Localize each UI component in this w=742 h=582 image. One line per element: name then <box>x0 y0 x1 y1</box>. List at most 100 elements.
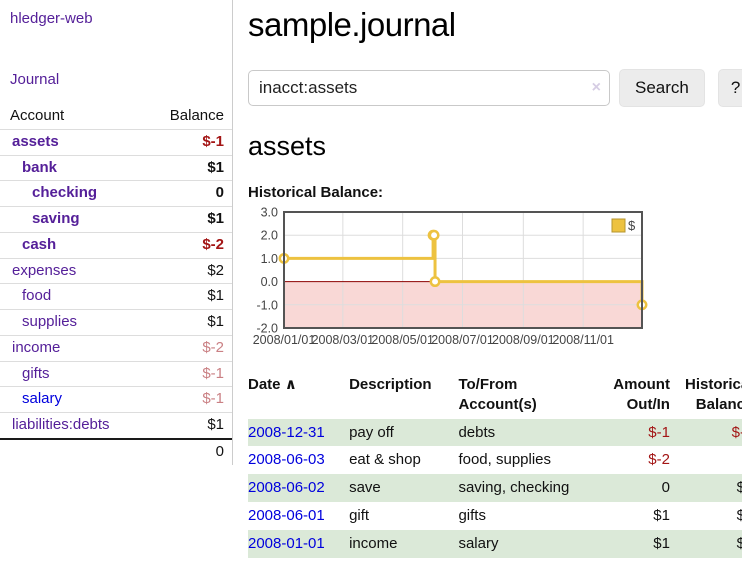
register-row: 2008-06-03 eat & shop food, supplies $-20 <box>248 446 742 474</box>
svg-text:2008/01/01: 2008/01/01 <box>253 333 316 347</box>
svg-text:2008/11/01: 2008/11/01 <box>552 333 614 347</box>
transaction-date-link[interactable]: 2008-06-02 <box>248 479 325 497</box>
balance-cell: 0 <box>670 446 742 474</box>
page-title: sample.journal <box>248 6 456 43</box>
svg-text:1.0: 1.0 <box>261 252 278 266</box>
balance-cell: $1 <box>736 534 742 552</box>
accounts-header-account: Account <box>10 107 65 124</box>
account-balance: 0 <box>215 184 224 202</box>
accounts-cell: food, supplies <box>458 451 552 469</box>
account-link-gifts[interactable]: gifts <box>22 364 50 382</box>
account-balance: $-1 <box>202 132 224 150</box>
account-link-expenses[interactable]: expenses <box>12 261 77 279</box>
account-balance: $1 <box>207 416 224 433</box>
account-row: saving $1 <box>0 206 232 232</box>
account-balance: $1 <box>207 158 224 176</box>
accounts-header-balance: Balance <box>169 107 224 124</box>
accounts-table: Account Balance assets $-1 bank $1 checking 0… <box>0 104 232 465</box>
account-link-saving[interactable]: saving <box>32 210 80 227</box>
description-cell: eat & shop <box>349 451 421 469</box>
account-link-bank[interactable]: bank <box>22 158 58 176</box>
column-header-amount: Amount Out/In <box>613 376 670 413</box>
register-header-row: Date ∧ Description To/From Account(s) Am… <box>248 371 742 419</box>
account-balance: $1 <box>207 287 224 305</box>
amount-cell: 0 <box>661 479 670 497</box>
account-balance: $-1 <box>202 364 224 382</box>
accounts-cell: debts <box>458 423 496 441</box>
svg-text:0.0: 0.0 <box>261 275 278 289</box>
svg-text:-2.0: -2.0 <box>256 322 278 336</box>
account-row: checking 0 <box>0 180 232 206</box>
amount-cell: $1 <box>653 534 670 552</box>
account-link-liabilities-debts[interactable]: liabilities:debts <box>12 416 110 433</box>
account-row: supplies $1 <box>0 309 232 335</box>
accounts-cell: salary <box>458 534 499 552</box>
account-row: food $1 <box>0 283 232 309</box>
account-link-assets[interactable]: assets <box>12 132 59 150</box>
transaction-date-link[interactable]: 2008-06-03 <box>248 451 325 469</box>
description-cell: gift <box>349 506 370 524</box>
svg-text:2.0: 2.0 <box>261 229 278 243</box>
balance-cell: $-1 <box>731 423 742 441</box>
account-link-supplies[interactable]: supplies <box>22 313 78 330</box>
svg-text:3.0: 3.0 <box>261 207 278 220</box>
description-cell: pay off <box>349 423 394 441</box>
account-row: salary $-1 <box>0 386 232 412</box>
account-link-food[interactable]: food <box>22 287 52 305</box>
account-balance: $1 <box>207 210 224 227</box>
account-link-checking[interactable]: checking <box>32 184 98 202</box>
legend-label: $ <box>628 218 636 233</box>
description-cell: income <box>349 534 398 552</box>
svg-text:2008/09/01: 2008/09/01 <box>492 333 555 347</box>
amount-cell: $-2 <box>648 451 670 469</box>
clear-search-icon[interactable]: × <box>591 79 601 96</box>
svg-text:2008/05/01: 2008/05/01 <box>371 333 434 347</box>
svg-text:-1.0: -1.0 <box>256 298 278 312</box>
account-row: liabilities:debts $1 <box>0 412 232 438</box>
account-link-salary[interactable]: salary <box>22 390 63 408</box>
account-row: assets $-1 <box>0 128 232 155</box>
chart-canvas: 3.0 2.0 1.0 0.0 -1.0 -2.02008/01/012008/03/01… <box>253 206 648 347</box>
account-row: cash $-2 <box>0 231 232 258</box>
accounts-table-header: Account Balance <box>0 104 232 129</box>
account-row: gifts $-1 <box>0 360 232 387</box>
transaction-date-link[interactable]: 2008-06-01 <box>248 506 325 524</box>
svg-text:2008/07/01: 2008/07/01 <box>431 333 494 347</box>
accounts-total-row: 0 <box>0 437 232 465</box>
register-row: 2008-06-01 gift gifts $1 $2 <box>248 502 742 530</box>
amount-cell: $-1 <box>648 423 670 441</box>
app-title-link[interactable]: hledger-web <box>10 10 93 27</box>
register-row: 2008-12-31 pay off debts $-1 $-1 <box>248 418 742 447</box>
column-header-date[interactable]: Date ∧ <box>248 376 297 393</box>
legend-swatch <box>611 218 626 233</box>
transaction-date-link[interactable]: 2008-12-31 <box>248 423 325 441</box>
account-balance: $-2 <box>202 338 224 356</box>
help-button[interactable]: ? <box>717 69 742 107</box>
account-link-income[interactable]: income <box>12 338 61 356</box>
account-row: income $-2 <box>0 334 232 361</box>
account-balance: $-1 <box>202 390 224 408</box>
search-form: × Search ? <box>248 69 742 107</box>
account-balance: $1 <box>207 313 224 330</box>
accounts-cell: saving, checking <box>458 479 570 497</box>
account-row: bank $1 <box>0 154 232 181</box>
chart-title: Historical Balance: <box>248 184 384 201</box>
journal-nav-link[interactable]: Journal <box>10 71 60 88</box>
historical-balance-chart: 3.0 2.0 1.0 0.0 -1.0 -2.0 2008/01/01 2008/03/01… <box>248 206 742 357</box>
search-input[interactable] <box>248 70 610 106</box>
register-row: 2008-06-02 save saving, checking 0 $2 <box>248 474 742 502</box>
accounts-cell: gifts <box>458 506 486 524</box>
account-balance: $2 <box>207 261 224 279</box>
search-input-wrap: × <box>248 70 610 106</box>
account-link-cash[interactable]: cash <box>22 235 57 253</box>
account-row: expenses $2 <box>0 257 232 284</box>
column-header-balance: Historical Balance <box>684 376 742 413</box>
transaction-date-link[interactable]: 2008-01-01 <box>248 534 325 552</box>
search-button[interactable]: Search <box>619 69 705 107</box>
account-heading: assets <box>248 131 327 161</box>
balance-cell: $2 <box>736 479 742 497</box>
register-row: 2008-01-01 income salary $1 $1 <box>248 529 742 558</box>
main-content: sample.journal × Search ? assets Histori… <box>233 0 742 558</box>
column-header-description: Description <box>349 376 432 393</box>
description-cell: save <box>349 479 381 497</box>
